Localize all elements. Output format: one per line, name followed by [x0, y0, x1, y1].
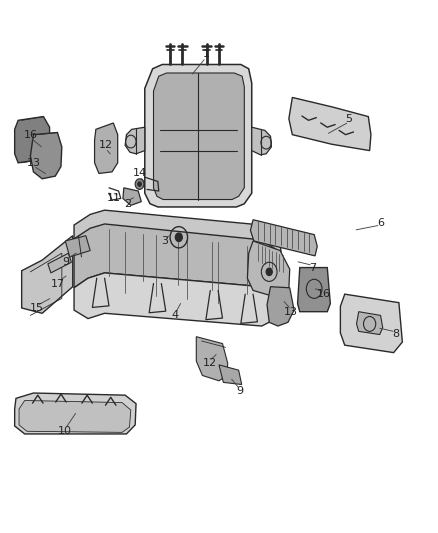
Polygon shape — [123, 188, 141, 205]
Text: 4: 4 — [172, 310, 179, 320]
Text: 7: 7 — [309, 263, 316, 272]
Text: 13: 13 — [26, 158, 40, 168]
Text: 9: 9 — [62, 257, 69, 267]
Polygon shape — [196, 337, 228, 381]
Text: 16: 16 — [317, 289, 331, 299]
Circle shape — [175, 233, 182, 241]
Text: 2: 2 — [124, 199, 131, 209]
Text: 1: 1 — [202, 49, 209, 59]
Polygon shape — [289, 98, 371, 151]
Polygon shape — [357, 312, 383, 335]
Polygon shape — [125, 127, 145, 154]
Text: 9: 9 — [237, 386, 244, 397]
Polygon shape — [30, 133, 62, 179]
Circle shape — [135, 179, 144, 189]
Text: 16: 16 — [23, 130, 37, 140]
Polygon shape — [74, 210, 281, 262]
Polygon shape — [65, 236, 90, 257]
Polygon shape — [145, 64, 252, 207]
Text: 10: 10 — [58, 426, 72, 437]
Polygon shape — [340, 294, 403, 353]
Polygon shape — [74, 273, 279, 326]
Text: 13: 13 — [284, 306, 298, 317]
Polygon shape — [252, 127, 272, 155]
Text: 6: 6 — [377, 218, 384, 228]
Polygon shape — [95, 123, 118, 173]
Text: 5: 5 — [346, 114, 353, 124]
Polygon shape — [14, 117, 49, 163]
Circle shape — [266, 268, 272, 276]
Text: 3: 3 — [161, 236, 168, 246]
Text: 12: 12 — [202, 358, 216, 368]
Circle shape — [138, 182, 141, 186]
Polygon shape — [297, 268, 330, 312]
Polygon shape — [14, 393, 136, 434]
Polygon shape — [48, 253, 71, 273]
Polygon shape — [247, 241, 290, 298]
Polygon shape — [251, 220, 317, 256]
Polygon shape — [219, 365, 242, 384]
Polygon shape — [153, 73, 244, 199]
Polygon shape — [21, 236, 73, 313]
Text: 17: 17 — [51, 279, 65, 288]
Polygon shape — [267, 287, 294, 326]
Polygon shape — [19, 400, 131, 432]
Polygon shape — [74, 224, 279, 288]
Text: 14: 14 — [132, 168, 147, 179]
Text: 15: 15 — [29, 303, 43, 313]
Text: 11: 11 — [106, 193, 120, 204]
Text: 8: 8 — [392, 329, 399, 339]
Text: 12: 12 — [99, 140, 113, 150]
